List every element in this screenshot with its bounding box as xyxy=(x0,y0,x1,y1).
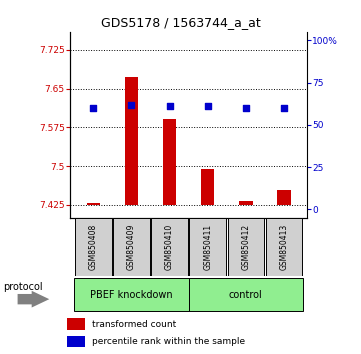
Text: GSM850413: GSM850413 xyxy=(279,224,288,270)
Point xyxy=(167,103,173,109)
Bar xyxy=(201,169,214,205)
Bar xyxy=(67,336,85,348)
Bar xyxy=(277,190,291,205)
FancyArrow shape xyxy=(18,291,49,308)
Point xyxy=(205,103,210,109)
Bar xyxy=(239,201,252,205)
Text: GSM850412: GSM850412 xyxy=(242,224,250,270)
Text: protocol: protocol xyxy=(4,281,43,292)
Bar xyxy=(67,318,85,330)
Bar xyxy=(163,119,176,205)
Point xyxy=(129,102,134,107)
Text: GSM850408: GSM850408 xyxy=(89,224,98,270)
FancyBboxPatch shape xyxy=(151,218,188,275)
Text: percentile rank within the sample: percentile rank within the sample xyxy=(92,337,245,346)
Bar xyxy=(125,77,138,205)
Text: control: control xyxy=(229,290,263,300)
Bar xyxy=(87,203,100,205)
FancyBboxPatch shape xyxy=(75,218,112,275)
Point xyxy=(243,105,249,111)
FancyBboxPatch shape xyxy=(227,218,264,275)
FancyBboxPatch shape xyxy=(266,218,302,275)
FancyBboxPatch shape xyxy=(74,278,189,312)
Text: GSM850411: GSM850411 xyxy=(203,224,212,270)
Text: PBEF knockdown: PBEF knockdown xyxy=(90,290,173,300)
FancyBboxPatch shape xyxy=(190,218,226,275)
Text: GSM850409: GSM850409 xyxy=(127,224,136,270)
Point xyxy=(90,105,96,111)
Point xyxy=(281,105,287,111)
FancyBboxPatch shape xyxy=(113,218,150,275)
Text: GSM850410: GSM850410 xyxy=(165,224,174,270)
FancyBboxPatch shape xyxy=(189,278,303,312)
Text: GDS5178 / 1563744_a_at: GDS5178 / 1563744_a_at xyxy=(101,16,260,29)
Text: transformed count: transformed count xyxy=(92,320,177,329)
